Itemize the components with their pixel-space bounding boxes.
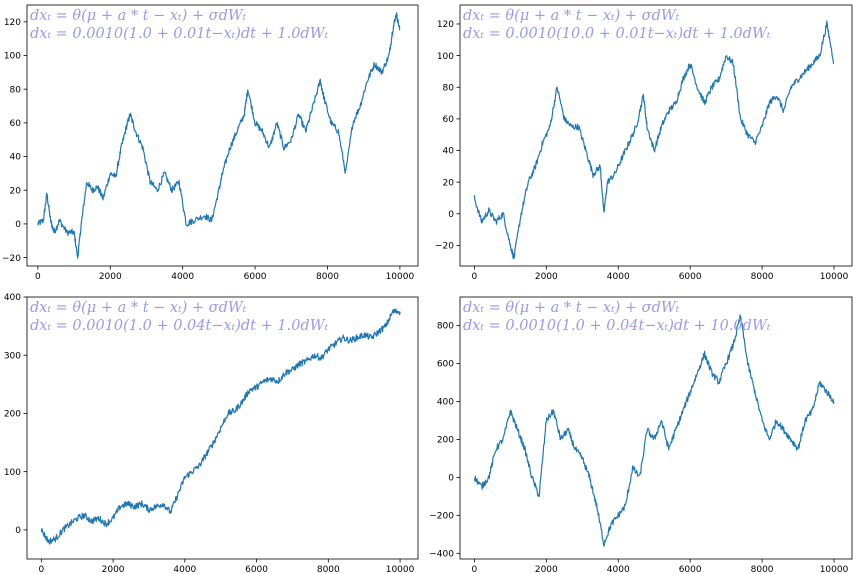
y-tick-label: 20 <box>443 178 455 188</box>
x-tick-label: 4000 <box>173 565 196 574</box>
series-line-0 <box>473 314 835 547</box>
x-tick-label: 6000 <box>245 565 268 574</box>
y-tick-label: 300 <box>4 351 21 361</box>
subplot-top-left: 0 2000 4000 6000 8000 10000 −20 0 20 40 60 80 100 120… <box>2 4 419 282</box>
axes-frame <box>459 4 853 267</box>
x-tick-label: 0 <box>472 272 478 282</box>
x-tick-label: 10000 <box>820 565 849 574</box>
x-tick-label: 8000 <box>316 272 339 282</box>
x-tick-label: 8000 <box>751 272 774 282</box>
y-tick-label: 100 <box>4 468 21 478</box>
x-tick-label: 2000 <box>99 272 122 282</box>
y-tick-label: 120 <box>437 20 454 30</box>
y-tick-label: 400 <box>4 293 21 303</box>
series-line-0 <box>37 12 401 259</box>
y-tick-label: 80 <box>10 85 22 95</box>
equation-general: dxₜ = θ(μ + a * t − xₜ) + σdWₜ <box>30 8 247 24</box>
subplot-top-right: 0 2000 4000 6000 8000 10000 −20 0 20 40 60 80 100 120… <box>435 4 853 282</box>
x-tick-label: 0 <box>35 272 41 282</box>
y-tick-label: −400 <box>429 550 454 560</box>
x-tick-label: 4000 <box>607 272 630 282</box>
y-tick-label: 0 <box>448 474 454 484</box>
y-tick-label: 40 <box>10 153 22 163</box>
x-tick-label: 8000 <box>751 565 774 574</box>
y-tick-label: 60 <box>443 115 455 125</box>
x-tick-label: 2000 <box>535 565 558 574</box>
x-tick-label: 10000 <box>386 272 415 282</box>
y-tick-label: 200 <box>4 410 21 420</box>
x-tick-label: 4000 <box>607 565 630 574</box>
y-tick-label: 800 <box>437 322 454 332</box>
equation-general: dxₜ = θ(μ + a * t − xₜ) + σdWₜ <box>463 300 680 316</box>
axes-frame <box>459 296 853 560</box>
equation-parameters: dxₜ = 0.0010(1.0 + 0.04t−xₜ)dt + 1.0dWₜ <box>30 318 329 334</box>
equation-parameters: dxₜ = 0.0010(1.0 + 0.01t−xₜ)dt + 1.0dWₜ <box>30 26 329 42</box>
equation-general: dxₜ = θ(μ + a * t − xₜ) + σdWₜ <box>463 8 680 24</box>
axes-frame <box>26 4 419 267</box>
x-tick-label: 2000 <box>102 565 125 574</box>
equation-parameters: dxₜ = 0.0010(10.0 + 0.01t−xₜ)dt + 1.0dWₜ <box>463 26 771 42</box>
x-tick-label: 4000 <box>171 272 194 282</box>
y-tick-label: 200 <box>437 436 454 446</box>
x-tick-label: 6000 <box>244 272 267 282</box>
equation-parameters: dxₜ = 0.0010(1.0 + 0.04t−xₜ)dt + 10.0dWₜ <box>463 318 771 334</box>
y-tick-label: 0 <box>15 526 21 536</box>
y-tick-label: 100 <box>437 52 454 62</box>
series-line-0 <box>40 308 401 545</box>
axes-frame <box>26 296 419 560</box>
x-tick-label: 10000 <box>820 272 849 282</box>
x-tick-label: 8000 <box>317 565 340 574</box>
x-tick-label: 0 <box>38 565 44 574</box>
equation-general: dxₜ = θ(μ + a * t − xₜ) + σdWₜ <box>30 300 247 316</box>
subplot-bottom-left: 0 2000 4000 6000 8000 10000 0 100 200 300 400 dxₜ =… <box>4 293 419 574</box>
y-tick-label: 80 <box>443 83 455 93</box>
y-tick-label: 0 <box>448 210 454 220</box>
x-tick-label: 0 <box>472 565 478 574</box>
x-tick-label: 6000 <box>679 272 702 282</box>
y-tick-label: 40 <box>443 147 455 157</box>
x-tick-label: 2000 <box>535 272 558 282</box>
y-tick-label: −20 <box>2 254 21 264</box>
y-tick-label: 120 <box>4 18 21 28</box>
x-tick-label: 6000 <box>679 565 702 574</box>
y-tick-label: 600 <box>437 360 454 370</box>
y-tick-label: 0 <box>15 220 21 230</box>
x-tick-label: 10000 <box>386 565 415 574</box>
y-tick-label: −20 <box>435 242 454 252</box>
y-tick-label: 20 <box>10 186 22 196</box>
y-tick-label: 400 <box>437 398 454 408</box>
y-tick-label: 60 <box>10 119 22 129</box>
subplot-bottom-right: 0 2000 4000 6000 8000 10000 −400 −200 0 200 400 600… <box>429 296 853 574</box>
y-tick-label: −200 <box>429 512 454 522</box>
y-tick-label: 100 <box>4 52 21 62</box>
series-line-0 <box>473 20 835 260</box>
